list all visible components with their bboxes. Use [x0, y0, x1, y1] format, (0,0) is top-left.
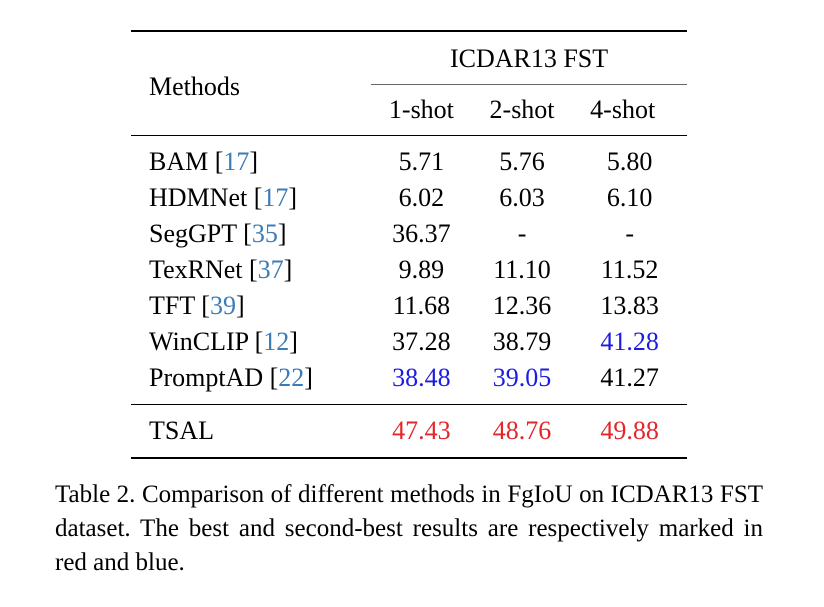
value-cell: 41.27 — [600, 363, 659, 392]
value-cell: 6.03 — [499, 183, 545, 212]
value-cell: 36.37 — [392, 219, 451, 248]
method-cell: PromptAD [22] — [149, 363, 313, 392]
value-cell: 11.52 — [600, 255, 659, 284]
table-row: HDMNet [17] 6.02 6.03 6.10 — [131, 180, 687, 216]
method-name: WinCLIP — [149, 327, 255, 356]
value-cell: 5.71 — [398, 147, 445, 176]
ours-row: TSAL 47.43 48.76 49.88 — [131, 404, 687, 458]
second-best-value-cell: 41.28 — [600, 327, 659, 356]
method-cell: TexRNet [37] — [149, 255, 293, 284]
method-name: SegGPT — [149, 219, 244, 248]
citation-link[interactable]: 17 — [223, 147, 250, 176]
table-row: TexRNet [37] 9.89 11.10 11.52 — [131, 252, 687, 288]
method-name: PromptAD — [149, 363, 270, 392]
value-cell: 38.79 — [492, 327, 552, 356]
method-cell: SegGPT [35] — [149, 219, 287, 248]
citation-link[interactable]: 37 — [257, 255, 284, 284]
value-cell: 11.68 — [392, 291, 451, 320]
shot-header-1: 1-shot — [371, 84, 472, 136]
value-cell: 13.83 — [600, 291, 659, 320]
value-cell: 5.80 — [606, 147, 653, 176]
second-best-value-cell: 38.48 — [392, 363, 451, 392]
value-cell: - — [517, 219, 527, 248]
shot-header-4: 4-shot — [572, 84, 687, 136]
table-row: SegGPT [35] 36.37 - - — [131, 216, 687, 252]
citation-link[interactable]: 35 — [251, 219, 278, 248]
value-cell: 11.10 — [493, 255, 551, 284]
dataset-group-label: ICDAR13 FST — [449, 44, 609, 73]
methods-header: Methods — [149, 71, 240, 101]
citation-link[interactable]: 12 — [263, 327, 290, 356]
dataset-group-header: ICDAR13 FST — [371, 31, 687, 85]
value-cell: 37.28 — [392, 327, 451, 356]
results-table: Methods ICDAR13 FST 1-shot 2-shot 4-shot… — [131, 30, 687, 459]
best-value-cell: 48.76 — [492, 416, 552, 445]
table-row: TFT [39] 11.68 12.36 13.83 — [131, 288, 687, 324]
citation-link[interactable]: 17 — [262, 183, 289, 212]
shot-header-2: 2-shot — [471, 84, 573, 136]
value-cell: 5.76 — [499, 147, 545, 176]
method-cell: BAM [17] — [149, 147, 259, 176]
method-cell: TFT [39] — [149, 291, 245, 320]
method-name: TexRNet — [149, 255, 249, 284]
table-header-row: Methods ICDAR13 FST — [131, 31, 687, 101]
table-row: PromptAD [22] 38.48 39.05 41.27 — [131, 360, 687, 405]
method-name: BAM — [149, 147, 215, 176]
table-subheader-row: 1-shot 2-shot 4-shot — [131, 84, 687, 136]
best-value-cell: 49.88 — [600, 416, 659, 445]
second-best-value-cell: 39.05 — [492, 363, 552, 392]
table-caption: Table 2. Comparison of different methods… — [55, 481, 763, 576]
value-cell: 6.10 — [606, 183, 653, 212]
value-cell: - — [625, 219, 634, 248]
table-row: BAM [17] 5.71 5.76 5.80 — [131, 135, 687, 181]
results-table-container: Methods ICDAR13 FST 1-shot 2-shot 4-shot… — [131, 30, 687, 459]
citation-link[interactable]: 39 — [209, 291, 236, 320]
citation-link[interactable]: 22 — [278, 363, 305, 392]
method-name: TFT — [149, 291, 202, 320]
method-cell: HDMNet [17] — [149, 183, 298, 212]
value-cell: 12.36 — [492, 291, 552, 320]
table-row: WinCLIP [12] 37.28 38.79 41.28 — [131, 324, 687, 360]
method-cell: WinCLIP [12] — [149, 327, 298, 356]
ours-method-name: TSAL — [149, 416, 214, 445]
value-cell: 9.89 — [398, 255, 445, 284]
best-value-cell: 47.43 — [392, 416, 451, 445]
method-name: HDMNet — [149, 183, 254, 212]
value-cell: 6.02 — [398, 183, 445, 212]
